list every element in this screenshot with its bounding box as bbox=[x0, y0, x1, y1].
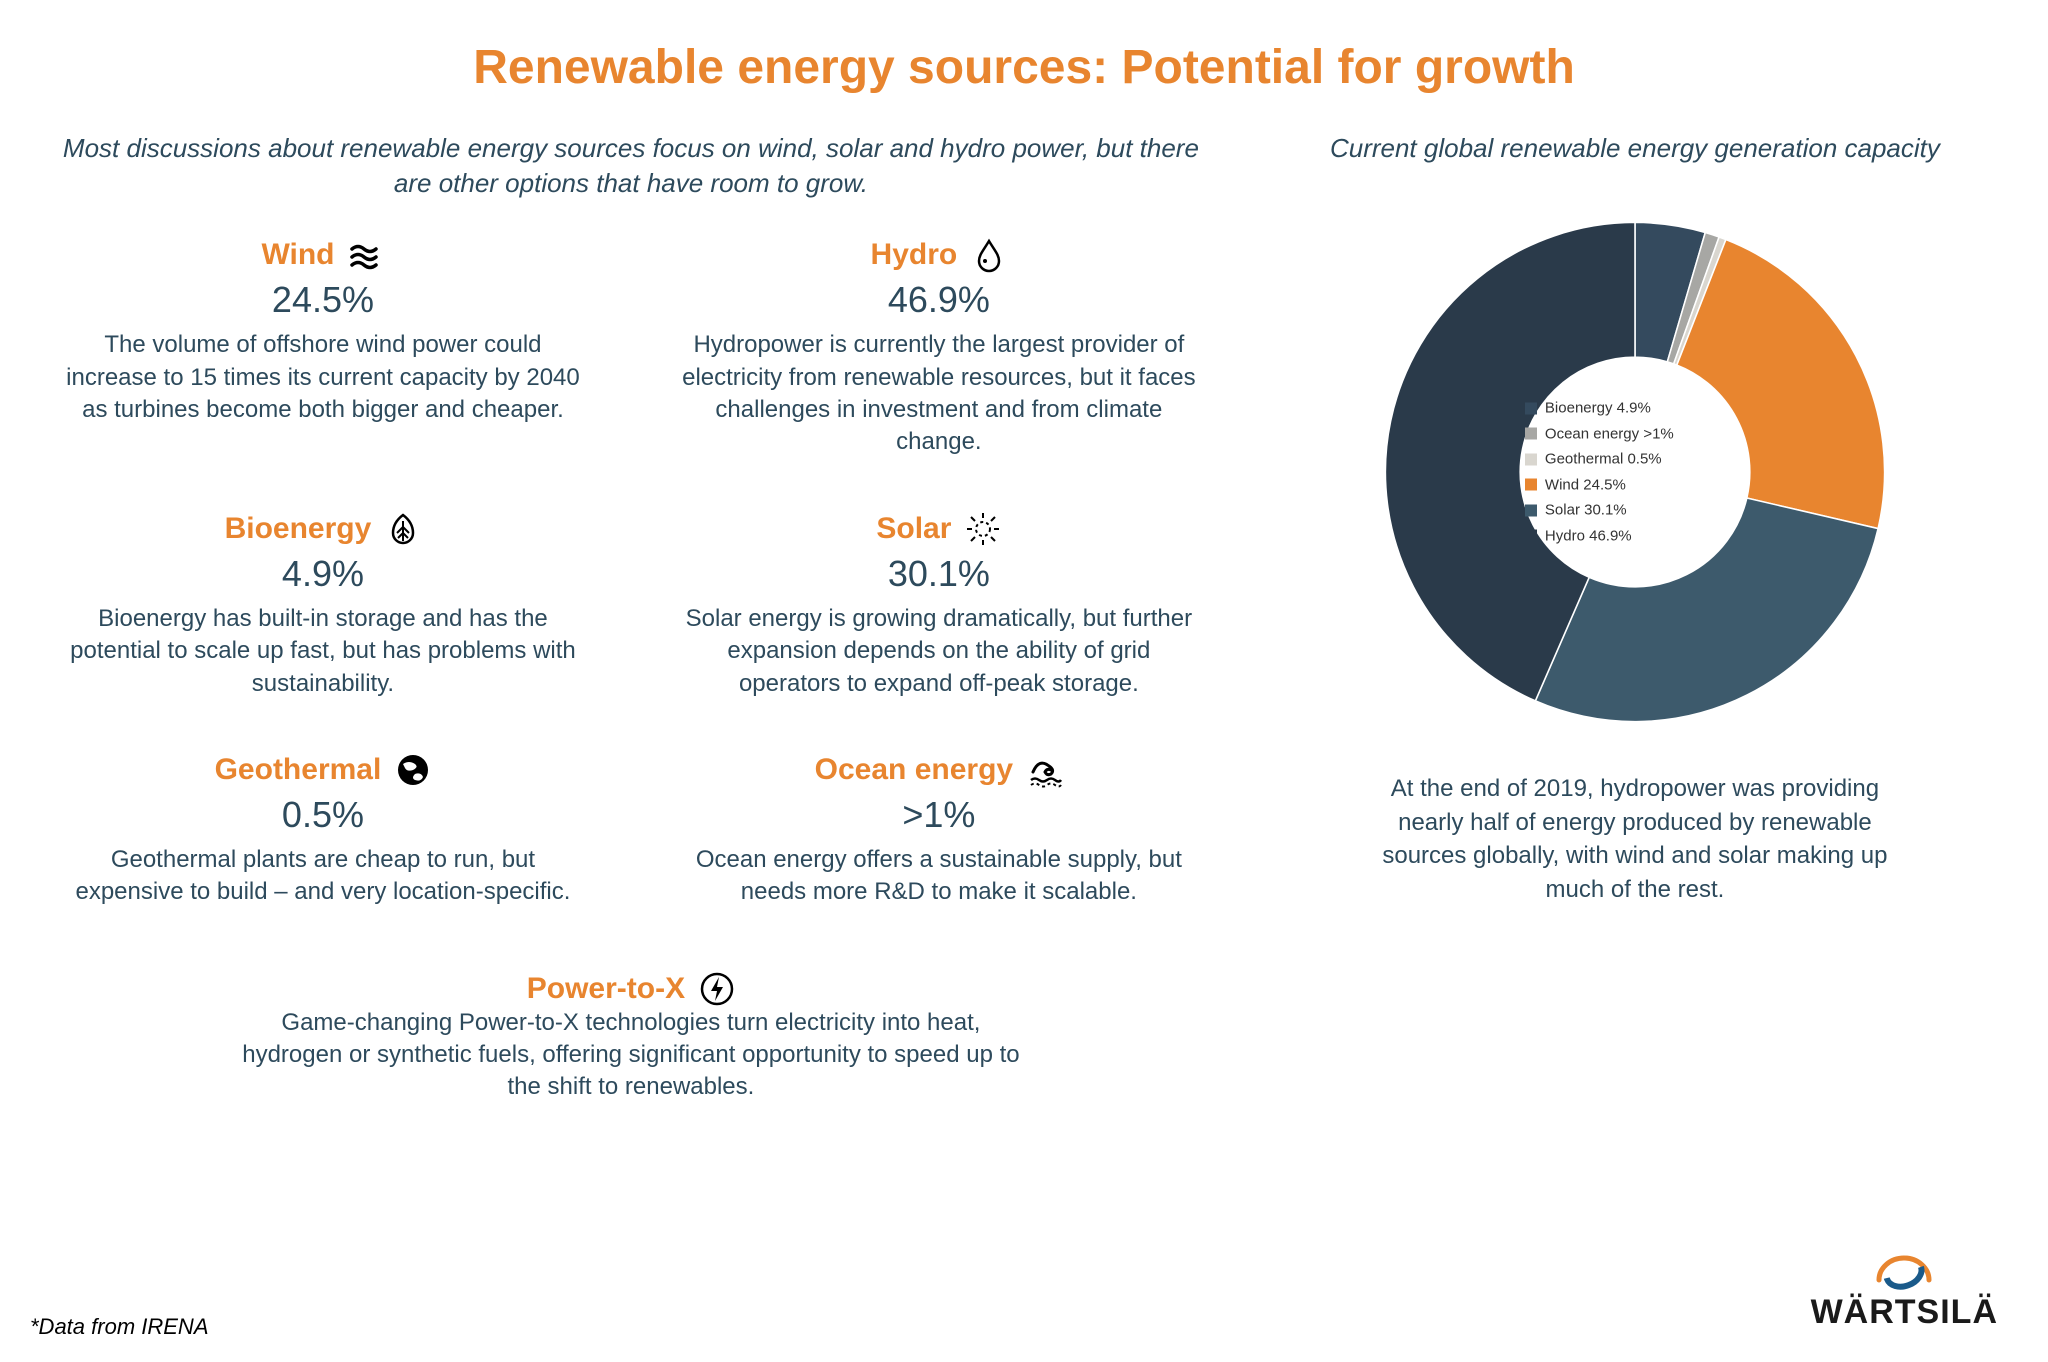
legend-swatch bbox=[1525, 402, 1537, 414]
card-ptx: Power-to-X Game-changing Power-to-X tech… bbox=[50, 971, 1212, 1104]
bolt-icon bbox=[699, 971, 735, 1007]
left-column: Most discussions about renewable energy … bbox=[50, 131, 1212, 1104]
card-bioenergy-pct: 4.9% bbox=[50, 553, 596, 595]
card-solar-pct: 30.1% bbox=[666, 553, 1212, 595]
legend-swatch bbox=[1525, 530, 1537, 542]
card-hydro-name: Hydro bbox=[871, 238, 958, 272]
card-hydro-desc: Hydropower is currently the largest prov… bbox=[679, 329, 1199, 459]
card-solar-name: Solar bbox=[876, 512, 951, 546]
card-geothermal-pct: 0.5% bbox=[50, 794, 596, 836]
card-ocean-pct: >1% bbox=[666, 794, 1212, 836]
card-ocean: Ocean energy >1% Ocean energy offers a s… bbox=[666, 752, 1212, 909]
card-hydro: Hydro 46.9% Hydropower is currently the … bbox=[666, 237, 1212, 459]
sun-icon bbox=[965, 511, 1001, 547]
energy-grid: Wind 24.5% The volume of offshore wind p… bbox=[50, 237, 1212, 1104]
card-ptx-desc: Game-changing Power-to-X technologies tu… bbox=[241, 1007, 1021, 1104]
card-bioenergy-name: Bioenergy bbox=[225, 512, 372, 546]
card-bioenergy-desc: Bioenergy has built-in storage and has t… bbox=[63, 603, 583, 700]
legend-label: Hydro 46.9% bbox=[1545, 523, 1632, 549]
legend-label: Geothermal 0.5% bbox=[1545, 447, 1662, 473]
legend-item: Hydro 46.9% bbox=[1525, 523, 1745, 549]
chart-caption: At the end of 2019, hydropower was provi… bbox=[1355, 772, 1915, 906]
legend-item: Ocean energy >1% bbox=[1525, 421, 1745, 447]
subtitle: Most discussions about renewable energy … bbox=[50, 131, 1212, 201]
card-wind-name: Wind bbox=[261, 238, 334, 272]
legend-swatch bbox=[1525, 479, 1537, 491]
legend-label: Wind 24.5% bbox=[1545, 472, 1626, 498]
legend-label: Ocean energy >1% bbox=[1545, 421, 1674, 447]
footnote: *Data from IRENA bbox=[30, 1314, 209, 1340]
card-bioenergy: Bioenergy 4.9% Bioenergy has built-in st… bbox=[50, 511, 596, 700]
card-wind: Wind 24.5% The volume of offshore wind p… bbox=[50, 237, 596, 459]
card-ocean-name: Ocean energy bbox=[815, 753, 1013, 787]
legend-item: Solar 30.1% bbox=[1525, 498, 1745, 524]
legend-label: Bioenergy 4.9% bbox=[1545, 396, 1651, 422]
donut-chart: Bioenergy 4.9%Ocean energy >1%Geothermal… bbox=[1375, 212, 1895, 732]
wave-icon bbox=[1027, 752, 1063, 788]
card-geothermal: Geothermal 0.5% Geothermal plants are ch… bbox=[50, 752, 596, 909]
chart-title: Current global renewable energy generati… bbox=[1330, 131, 1940, 166]
legend-swatch bbox=[1525, 428, 1537, 440]
card-solar-desc: Solar energy is growing dramatically, bu… bbox=[679, 603, 1199, 700]
legend-item: Geothermal 0.5% bbox=[1525, 447, 1745, 473]
leaf-icon bbox=[385, 511, 421, 547]
page-title: Renewable energy sources: Potential for … bbox=[50, 40, 1998, 95]
card-geothermal-desc: Geothermal plants are cheap to run, but … bbox=[63, 844, 583, 909]
card-ocean-desc: Ocean energy offers a sustainable supply… bbox=[679, 844, 1199, 909]
wind-icon bbox=[348, 237, 384, 273]
card-wind-desc: The volume of offshore wind power could … bbox=[63, 329, 583, 426]
legend-item: Bioenergy 4.9% bbox=[1525, 396, 1745, 422]
content-layout: Most discussions about renewable energy … bbox=[50, 131, 1998, 1104]
card-solar: Solar 30.1% Solar energy is growing dram… bbox=[666, 511, 1212, 700]
legend-item: Wind 24.5% bbox=[1525, 472, 1745, 498]
card-geothermal-name: Geothermal bbox=[215, 753, 382, 787]
card-hydro-pct: 46.9% bbox=[666, 279, 1212, 321]
legend-label: Solar 30.1% bbox=[1545, 498, 1627, 524]
logo-text: WÄRTSILÄ bbox=[1811, 1293, 1998, 1332]
wartsila-logo: WÄRTSILÄ bbox=[1811, 1245, 1998, 1332]
card-ptx-name: Power-to-X bbox=[527, 972, 685, 1006]
donut-legend: Bioenergy 4.9%Ocean energy >1%Geothermal… bbox=[1525, 396, 1745, 549]
legend-swatch bbox=[1525, 453, 1537, 465]
globe-icon bbox=[395, 752, 431, 788]
right-column: Current global renewable energy generati… bbox=[1272, 131, 1998, 1104]
legend-swatch bbox=[1525, 504, 1537, 516]
droplet-icon bbox=[971, 237, 1007, 273]
card-wind-pct: 24.5% bbox=[50, 279, 596, 321]
